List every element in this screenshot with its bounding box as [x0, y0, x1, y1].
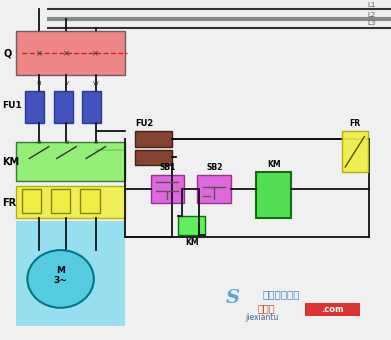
Text: KM: KM [2, 157, 19, 167]
Bar [305, 303, 360, 316]
Text: jiexiantu: jiexiantu [245, 313, 279, 322]
Bar [16, 186, 125, 218]
Bar [135, 150, 172, 165]
Text: KM: KM [267, 160, 280, 169]
Bar [25, 91, 44, 123]
Text: u: u [37, 81, 41, 86]
Text: ×: × [63, 49, 70, 58]
Text: ×: × [92, 49, 99, 58]
Text: 接线图: 接线图 [257, 303, 275, 313]
Bar [178, 216, 205, 235]
Bar [51, 189, 70, 213]
Text: FU2: FU2 [135, 119, 153, 128]
Text: M
3~: M 3~ [54, 266, 68, 285]
Text: L3: L3 [368, 20, 376, 26]
Text: v: v [65, 81, 68, 86]
Text: d: d [65, 140, 68, 145]
Text: FU1: FU1 [2, 101, 22, 110]
Text: SB2: SB2 [206, 163, 222, 172]
Bar [151, 175, 184, 203]
Text: S: S [226, 289, 240, 307]
Bar [342, 131, 368, 172]
Text: KM: KM [185, 238, 198, 247]
Bar [22, 189, 41, 213]
Text: d: d [94, 140, 98, 145]
Bar [135, 131, 172, 147]
Text: L1: L1 [368, 2, 376, 7]
Text: ×: × [36, 49, 43, 58]
Text: Q: Q [4, 48, 12, 58]
Text: FR: FR [2, 198, 16, 208]
Bar [256, 172, 291, 218]
Text: w: w [93, 81, 99, 86]
Bar [82, 91, 101, 123]
Bar [16, 221, 125, 326]
Text: .com: .com [321, 305, 344, 314]
Bar [197, 175, 231, 203]
Bar [16, 141, 125, 181]
Bar [54, 91, 73, 123]
Circle shape [27, 250, 94, 308]
Text: d: d [37, 140, 41, 145]
Bar [80, 189, 100, 213]
Bar [16, 31, 125, 75]
Text: SB1: SB1 [159, 163, 176, 172]
Text: 电工技术之家: 电工技术之家 [263, 289, 300, 299]
Text: FR: FR [350, 119, 361, 128]
Text: L2: L2 [368, 12, 376, 18]
